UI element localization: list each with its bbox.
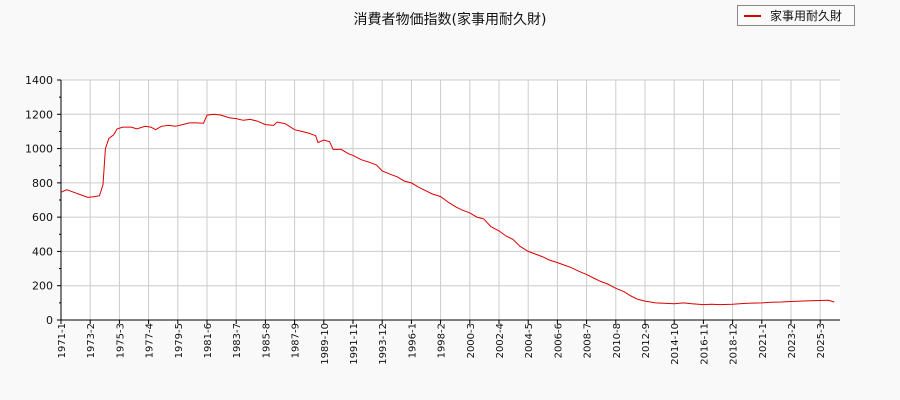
svg-text:2021-1: 2021-1 xyxy=(758,323,769,358)
svg-text:1998-2: 1998-2 xyxy=(437,323,448,358)
svg-text:1200: 1200 xyxy=(25,108,53,121)
svg-text:2025-3: 2025-3 xyxy=(816,323,827,358)
legend-swatch xyxy=(744,14,761,17)
svg-text:0: 0 xyxy=(46,314,53,327)
svg-text:1996-1: 1996-1 xyxy=(407,323,418,358)
svg-text:1983-7: 1983-7 xyxy=(232,323,243,358)
svg-text:2014-10: 2014-10 xyxy=(670,323,681,365)
svg-text:2023-2: 2023-2 xyxy=(787,323,798,358)
svg-text:1973-2: 1973-2 xyxy=(86,323,97,358)
svg-text:800: 800 xyxy=(32,177,53,190)
chart-title: 消費者物価指数(家事用耐久財) xyxy=(353,12,547,28)
svg-text:2018-12: 2018-12 xyxy=(729,323,740,365)
svg-text:600: 600 xyxy=(32,211,53,224)
svg-text:200: 200 xyxy=(32,280,53,293)
svg-text:2010-8: 2010-8 xyxy=(612,323,623,358)
svg-text:1977-4: 1977-4 xyxy=(145,323,156,358)
grid-lines xyxy=(61,79,840,320)
svg-text:2012-9: 2012-9 xyxy=(641,323,652,358)
svg-text:1000: 1000 xyxy=(25,143,53,156)
svg-text:1400: 1400 xyxy=(25,74,53,87)
svg-text:2002-4: 2002-4 xyxy=(495,323,506,358)
svg-text:1987-9: 1987-9 xyxy=(291,323,302,358)
svg-text:2004-5: 2004-5 xyxy=(524,323,535,358)
svg-text:2000-3: 2000-3 xyxy=(466,323,477,358)
svg-text:2016-11: 2016-11 xyxy=(699,323,710,365)
plot-area xyxy=(61,80,840,320)
legend: 家事用耐久財 xyxy=(737,5,855,26)
svg-text:1991-11: 1991-11 xyxy=(349,323,360,365)
series-line xyxy=(60,113,835,306)
x-axis-ticks: 1971-1 1973-2 1975-3 1977-4 1979-5 1981-6 1983… xyxy=(57,320,827,365)
svg-text:1975-3: 1975-3 xyxy=(115,323,126,358)
svg-text:1979-5: 1979-5 xyxy=(174,323,185,358)
data-series xyxy=(60,113,835,306)
svg-text:1989-10: 1989-10 xyxy=(320,323,331,365)
svg-text:2006-6: 2006-6 xyxy=(553,323,564,358)
svg-text:400: 400 xyxy=(32,245,53,258)
legend-label: 家事用耐久財 xyxy=(770,9,843,23)
svg-text:1981-6: 1981-6 xyxy=(203,323,214,358)
y-axis-ticks: 0 200 400 600 800 1000 1200 1400 xyxy=(25,74,61,327)
svg-text:1985-8: 1985-8 xyxy=(261,323,272,358)
svg-text:1993-12: 1993-12 xyxy=(378,323,389,365)
svg-text:2008-7: 2008-7 xyxy=(583,323,594,358)
svg-text:1971-1: 1971-1 xyxy=(57,323,68,358)
